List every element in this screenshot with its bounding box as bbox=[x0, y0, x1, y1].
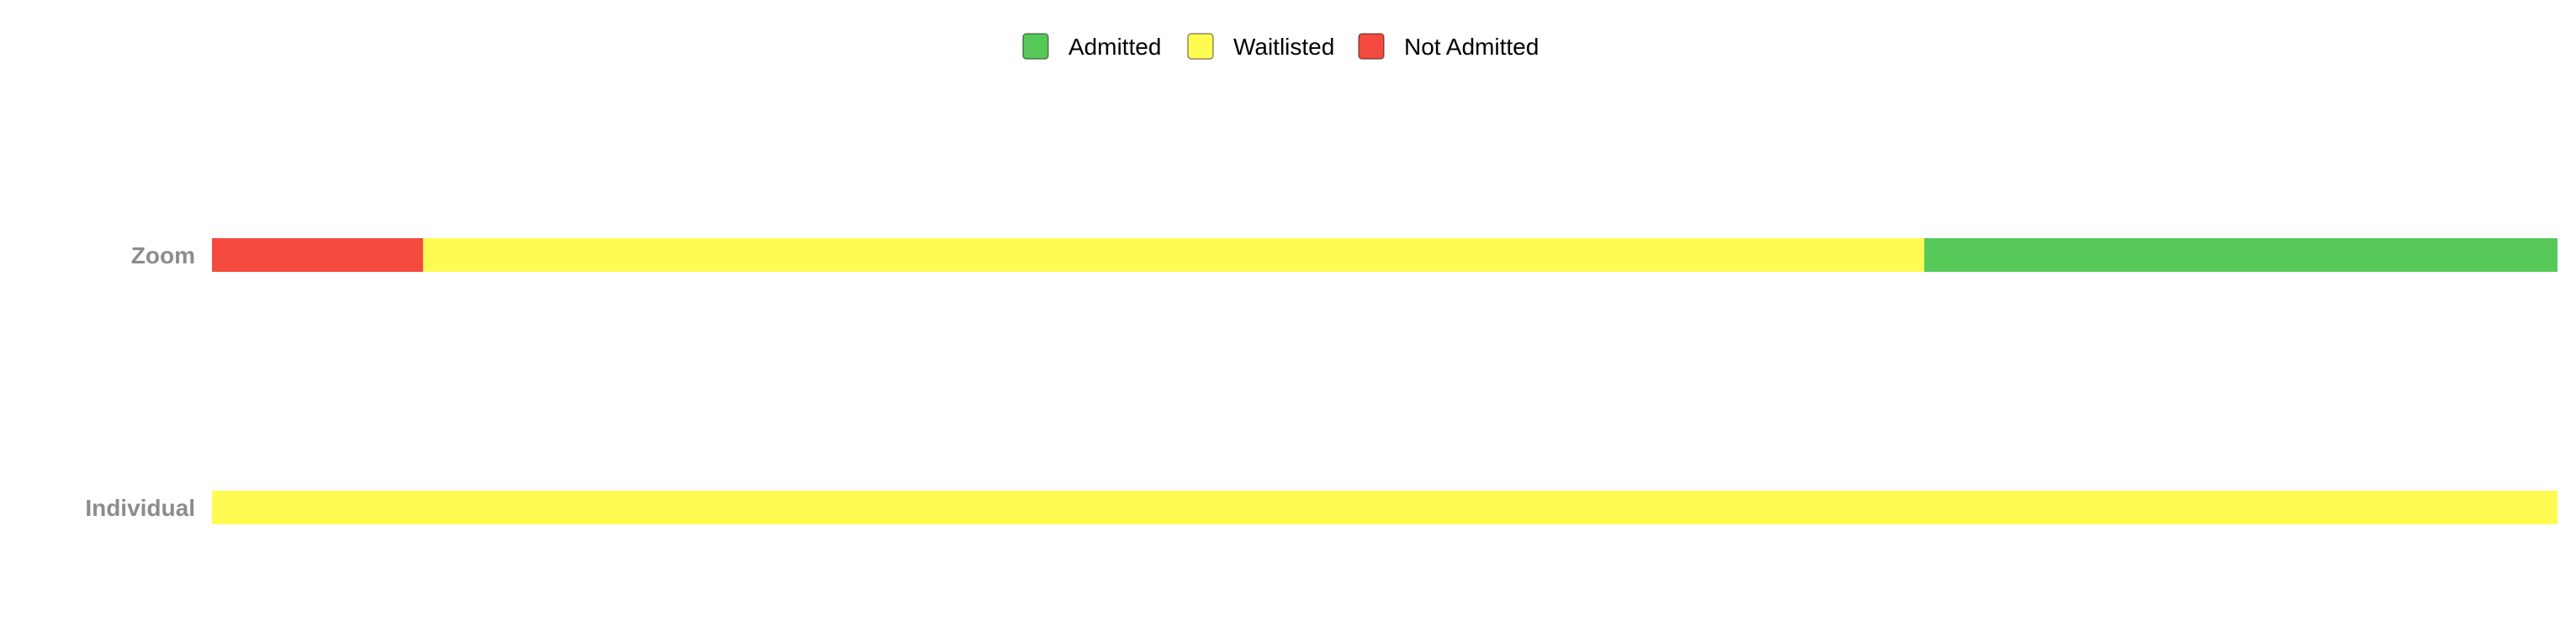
bar-segment-individual-waitlisted[interactable] bbox=[212, 491, 2557, 524]
bar-segment-zoom-waitlisted[interactable] bbox=[422, 238, 1925, 272]
legend-item-not-admitted[interactable]: Not Admitted bbox=[1358, 33, 1539, 60]
bar-segment-zoom-not-admitted[interactable] bbox=[212, 238, 423, 272]
legend-swatch-not-admitted bbox=[1358, 33, 1385, 60]
bar-segment-zoom-admitted[interactable] bbox=[1924, 238, 2557, 272]
legend-item-admitted[interactable]: Admitted bbox=[1022, 33, 1162, 60]
legend-swatch-waitlisted bbox=[1187, 33, 1214, 60]
legend-label-admitted: Admitted bbox=[1068, 34, 1162, 60]
plot-area: Zoom Individual bbox=[85, 238, 2557, 524]
category-label-individual: Individual bbox=[85, 495, 195, 521]
legend: Admitted Waitlisted Not Admitted bbox=[1022, 33, 1539, 60]
bar-row-individual: Individual bbox=[85, 491, 2557, 524]
legend-item-waitlisted[interactable]: Waitlisted bbox=[1187, 33, 1334, 60]
legend-label-not-admitted: Not Admitted bbox=[1404, 34, 1539, 60]
legend-swatch-admitted bbox=[1022, 33, 1049, 60]
bar-row-zoom: Zoom bbox=[131, 238, 2557, 272]
legend-label-waitlisted: Waitlisted bbox=[1233, 34, 1334, 60]
category-label-zoom: Zoom bbox=[131, 242, 195, 268]
